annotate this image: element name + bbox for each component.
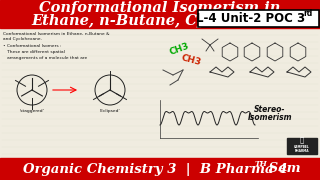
Text: • Conformational Isomers :: • Conformational Isomers : <box>3 44 61 48</box>
Text: Isomerism: Isomerism <box>248 114 292 123</box>
Text: CH3: CH3 <box>180 53 202 67</box>
Bar <box>0 0 320 28</box>
Text: Conformational Isomerism in Ethane, n-Butane &: Conformational Isomerism in Ethane, n-Bu… <box>3 32 109 36</box>
Text: Organic Chemistry 3  |  B Pharma 4: Organic Chemistry 3 | B Pharma 4 <box>23 163 287 175</box>
Text: TH: TH <box>255 159 268 168</box>
Bar <box>287 138 317 154</box>
Text: CAMPBEL
PHARMA: CAMPBEL PHARMA <box>294 145 310 153</box>
Text: L-4 Unit-2 POC 3: L-4 Unit-2 POC 3 <box>196 12 305 24</box>
Text: Conformational Isomerism in: Conformational Isomerism in <box>39 1 281 15</box>
Bar <box>0 158 320 180</box>
Text: Sem: Sem <box>264 163 300 175</box>
Text: arrangements of a molecule that are: arrangements of a molecule that are <box>3 56 87 60</box>
Bar <box>0 28 320 158</box>
Text: CH3: CH3 <box>168 42 190 57</box>
Text: rd: rd <box>304 9 313 18</box>
FancyBboxPatch shape <box>197 10 318 26</box>
Text: 'Eclipsed': 'Eclipsed' <box>100 109 120 113</box>
Text: Ethane, n-Butane, Cyclohexane: Ethane, n-Butane, Cyclohexane <box>32 14 288 28</box>
Text: 'staggered': 'staggered' <box>20 109 44 113</box>
Text: These are different spatial: These are different spatial <box>3 50 65 54</box>
Text: and Cyclohexane.: and Cyclohexane. <box>3 37 42 41</box>
Text: Stereo-: Stereo- <box>254 105 286 114</box>
Text: 🎓: 🎓 <box>300 137 304 143</box>
